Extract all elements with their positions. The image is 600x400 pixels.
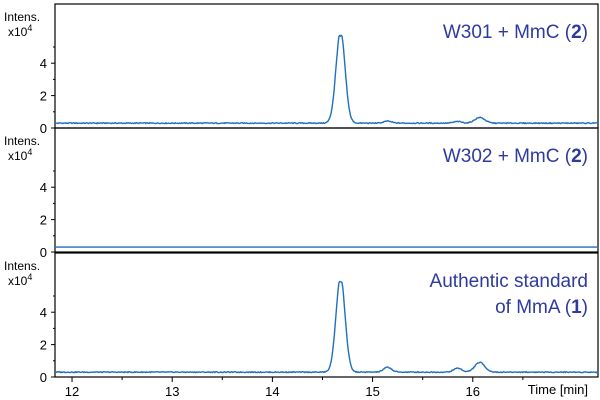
y-tick-label: 2 [40, 213, 47, 228]
y-scale-label: x104 [8, 147, 32, 163]
x-tick-label: 16 [466, 384, 480, 399]
panel-annotation: of MmA (1) [495, 297, 588, 318]
x-tick-label: 14 [265, 384, 279, 399]
y-axis-label: Intens. [4, 134, 40, 148]
panel-annotation: W301 + MmC (2) [443, 22, 588, 43]
panel-annotation: W302 + MmC (2) [443, 146, 588, 167]
panel-annotation: Authentic standard [430, 271, 588, 292]
y-axis-label: Intens. [4, 10, 40, 24]
x-tick-label: 13 [165, 384, 179, 399]
y-tick-label: 2 [40, 89, 47, 104]
y-scale-label: x104 [8, 23, 32, 39]
panel-1: 0 2 4 Intens.x104 W301 + MmC (2) [4, 3, 599, 136]
y-tick-label: 4 [40, 56, 47, 71]
x-axis: 12 13 14 15 16 [65, 377, 524, 399]
y-scale-label: x104 [8, 272, 32, 288]
series-trace [54, 280, 599, 374]
y-tick-label: 0 [40, 121, 47, 136]
y-axis-label: Intens. [4, 259, 40, 273]
panel-3: 0 2 4 Intens.x104 Authentic standard of MmA (… [4, 252, 599, 385]
panel-frame [54, 127, 599, 253]
x-axis-label: Time [min] [528, 382, 588, 397]
y-tick-label: 0 [40, 245, 47, 260]
series-trace [54, 34, 599, 125]
y-tick-label: 4 [40, 305, 47, 320]
y-tick-label: 4 [40, 180, 47, 195]
x-tick-label: 12 [65, 384, 79, 399]
x-tick-label: 15 [365, 384, 379, 399]
y-tick-label: 2 [40, 338, 47, 353]
panel-2: 0 2 4 Intens.x104 W302 + MmC (2) [4, 127, 599, 260]
y-tick-label: 0 [40, 370, 47, 385]
panel-frame [54, 252, 599, 378]
